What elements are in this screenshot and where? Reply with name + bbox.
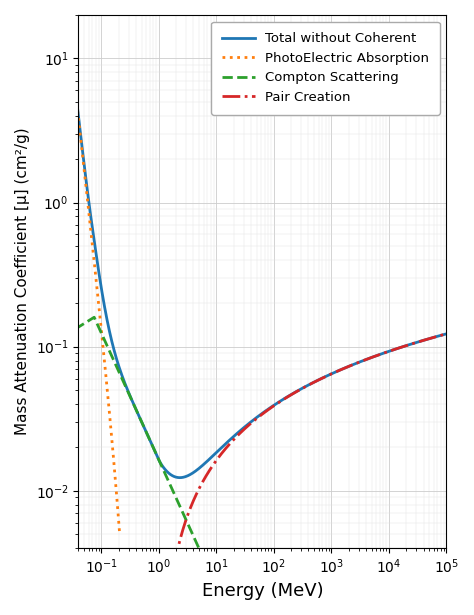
Line: Pair Creation: Pair Creation bbox=[174, 329, 464, 566]
Total without Coherent bbox=[177, 474, 182, 482]
Total without Coherent bbox=[453, 328, 459, 335]
Total without Coherent bbox=[238, 426, 244, 434]
Total without Coherent bbox=[221, 442, 227, 449]
Pair Creation bbox=[221, 446, 227, 454]
Total without Coherent bbox=[72, 84, 78, 91]
Line: Total without Coherent: Total without Coherent bbox=[75, 87, 464, 478]
PhotoElectric Absorption bbox=[72, 85, 78, 92]
Pair Creation bbox=[453, 328, 459, 335]
Line: PhotoElectric Absorption: PhotoElectric Absorption bbox=[75, 89, 119, 533]
Line: Compton Scattering: Compton Scattering bbox=[75, 317, 207, 566]
X-axis label: Energy (MeV): Energy (MeV) bbox=[201, 582, 323, 600]
Pair Creation bbox=[411, 339, 417, 347]
Pair Creation bbox=[461, 325, 466, 333]
Legend: Total without Coherent, PhotoElectric Absorption, Compton Scattering, Pair Creat: Total without Coherent, PhotoElectric Ab… bbox=[211, 22, 440, 114]
Pair Creation bbox=[238, 429, 244, 436]
Total without Coherent bbox=[140, 420, 146, 427]
Y-axis label: Mass Attenuation Coefficient [μ] (cm²/g): Mass Attenuation Coefficient [μ] (cm²/g) bbox=[15, 128, 30, 435]
Compton Scattering bbox=[140, 420, 146, 427]
Compton Scattering bbox=[117, 369, 122, 376]
Total without Coherent bbox=[461, 325, 466, 333]
PhotoElectric Absorption bbox=[117, 527, 122, 534]
Total without Coherent bbox=[411, 339, 417, 347]
Compton Scattering bbox=[72, 325, 78, 333]
Total without Coherent bbox=[117, 365, 122, 372]
